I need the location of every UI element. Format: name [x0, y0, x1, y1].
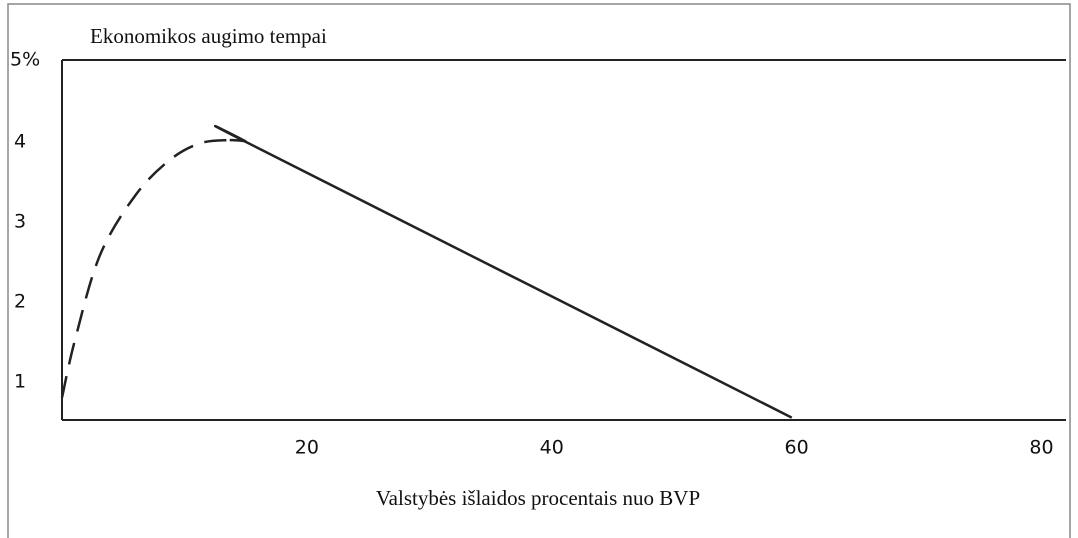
- y-tick-label: 3: [14, 211, 26, 233]
- frame: [7, 3, 1071, 538]
- x-tick-label: 80: [1029, 437, 1053, 459]
- x-tick-label: 20: [295, 437, 319, 459]
- x-tick-label: 40: [540, 437, 564, 459]
- line-series: [60, 138, 230, 398]
- y-tick-label: 2: [14, 291, 26, 313]
- y-tick-label: 1: [14, 371, 26, 393]
- line-series: [214, 124, 793, 419]
- chart-title: Ekonomikos augimo tempai: [90, 24, 327, 48]
- y-tick-label: 5%: [10, 49, 40, 71]
- x-axis-label: Valstybės išlaidos procentais nuo BVP: [376, 486, 700, 510]
- x-tick-label: 60: [785, 437, 809, 459]
- y-tick-label: 4: [14, 131, 26, 153]
